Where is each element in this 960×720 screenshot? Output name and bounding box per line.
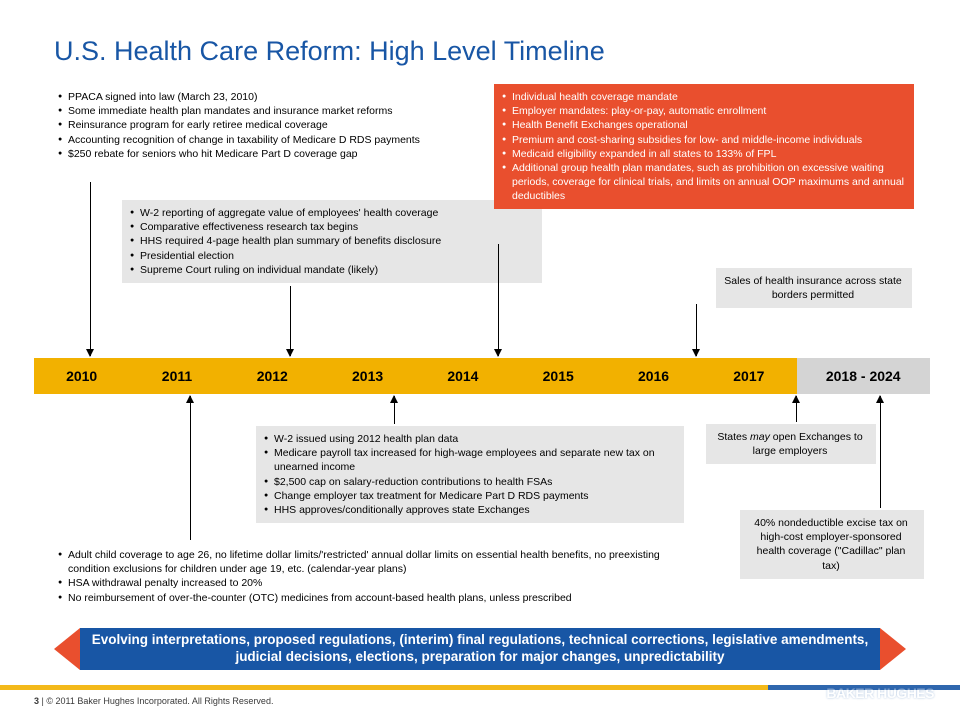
callout-item: Individual health coverage mandate [502,90,904,104]
evolving-banner: Evolving interpretations, proposed regul… [54,628,906,670]
connector-b2016 [696,304,697,356]
callout-b2018: 40% nondeductible excise tax on high-cos… [740,510,924,579]
callout-item: Comparative effectiveness research tax b… [130,220,532,234]
timeline-cell: 2018 - 2024 [797,358,930,394]
page-title: U.S. Health Care Reform: High Level Time… [54,36,605,67]
callout-b2016: Sales of health insurance across state b… [716,268,912,308]
timeline-bar: 201020112012201320142015201620172018 - 2… [34,358,930,394]
timeline-cell: 2015 [511,358,606,394]
callout-item: HHS approves/conditionally approves stat… [264,503,674,517]
timeline-cell: 2011 [129,358,224,394]
callout-item: Change employer tax treatment for Medica… [264,489,674,503]
callout-item: PPACA signed into law (March 23, 2010) [58,90,466,104]
callout-item: Adult child coverage to age 26, no lifet… [58,548,696,576]
callout-item: No reimbursement of over-the-counter (OT… [58,591,696,605]
callout-item: Some immediate health plan mandates and … [58,104,466,118]
brand-logo: BAKER HUGHES [826,687,934,700]
timeline-cell: 2012 [225,358,320,394]
footer-stripe [0,685,960,690]
connector-b2013 [394,396,395,424]
callout-item: Employer mandates: play-or-pay, automati… [502,104,904,118]
callout-b2012: W-2 reporting of aggregate value of empl… [122,200,542,283]
callout-b2014: Individual health coverage mandateEmploy… [494,84,914,209]
connector-b2014 [498,244,499,356]
connector-b2012 [290,286,291,356]
callout-item: Supreme Court ruling on individual manda… [130,263,532,277]
callout-item: Medicaid eligibility expanded in all sta… [502,147,904,161]
callout-b2011: Adult child coverage to age 26, no lifet… [50,542,706,611]
callout-item: Accounting recognition of change in taxa… [58,133,466,147]
footer: 3 | © 2011 Baker Hughes Incorporated. Al… [34,696,273,706]
copyright: © 2011 Baker Hughes Incorporated. All Ri… [46,696,273,706]
banner-text: Evolving interpretations, proposed regul… [80,628,880,670]
callout-b2013: W-2 issued using 2012 health plan dataMe… [256,426,684,523]
timeline-cell: 2010 [34,358,129,394]
callout-item: $250 rebate for seniors who hit Medicare… [58,147,466,161]
connector-b2018 [880,396,881,508]
timeline-cell: 2014 [415,358,510,394]
callout-item: W-2 issued using 2012 health plan data [264,432,674,446]
callout-b2010: PPACA signed into law (March 23, 2010)So… [50,84,476,167]
timeline-cell: 2017 [701,358,796,394]
callout-item: HHS required 4-page health plan summary … [130,234,532,248]
callout-item: W-2 reporting of aggregate value of empl… [130,206,532,220]
connector-b2017 [796,396,797,422]
connector-b2010 [90,182,91,356]
callout-item: $2,500 cap on salary-reduction contribut… [264,475,674,489]
callout-item: Reinsurance program for early retiree me… [58,118,466,132]
callout-item: Presidential election [130,249,532,263]
callout-item: Additional group health plan mandates, s… [502,161,904,204]
callout-item: Health Benefit Exchanges operational [502,118,904,132]
timeline-cell: 2016 [606,358,701,394]
callout-item: HSA withdrawal penalty increased to 20% [58,576,696,590]
banner-arrow-right-icon [880,628,906,670]
callout-b2017: States may open Exchanges to large emplo… [706,424,876,464]
timeline-cell: 2013 [320,358,415,394]
connector-b2011 [190,396,191,540]
banner-arrow-left-icon [54,628,80,670]
callout-item: Premium and cost-sharing subsidies for l… [502,133,904,147]
callout-item: Medicare payroll tax increased for high-… [264,446,674,474]
